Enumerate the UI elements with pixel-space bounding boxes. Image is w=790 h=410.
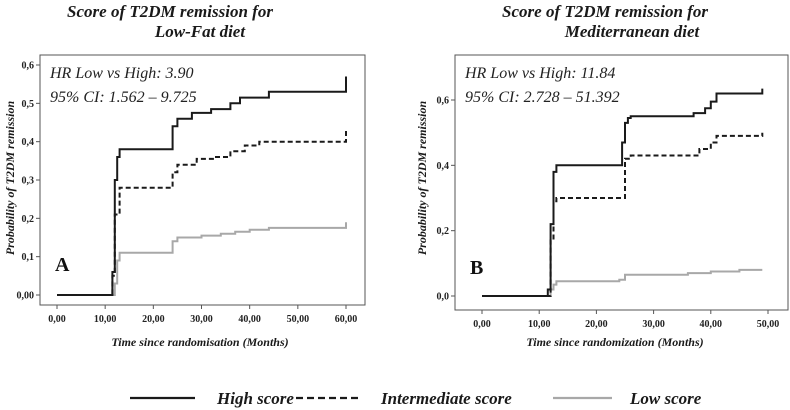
x-axis: 0,00 10,00 20,00 30,00 40,00 50,00 60,00 (48, 305, 357, 325)
y-tick-label: 0,4 (437, 161, 450, 172)
x-tick-label: 20,00 (142, 314, 165, 325)
x-tick-label: 60,00 (335, 314, 358, 325)
confidence-interval-annotation: 95% CI: 2.728 – 51.392 (465, 89, 620, 106)
y-axis-label: Probability of T2DM remission (415, 101, 429, 256)
plot-frame (454, 54, 789, 311)
panel-label: A (55, 254, 70, 276)
confidence-interval-annotation: 95% CI: 1.562 – 9.725 (50, 89, 197, 106)
legend-item-high-score: High score (130, 389, 294, 408)
chart-title-line-1: Score of T2DM remission for (67, 2, 273, 21)
x-tick-label: 30,00 (642, 319, 665, 330)
x-tick-label: 50,00 (287, 314, 310, 325)
hazard-ratio-annotation: HR Low vs High: 11.84 (464, 65, 615, 82)
series-line-high-score (482, 88, 764, 297)
x-axis-label: Time since randomisation (Months) (111, 335, 288, 349)
y-axis: 0,00 0,1 0,2 0,3 0,4 0,5 0,6 (17, 61, 40, 302)
y-tick-label: 0,6 (437, 96, 450, 107)
legend-item-intermediate-score: Intermediate score (296, 389, 512, 408)
y-tick-label: 0,00 (17, 291, 35, 302)
series-group (482, 88, 764, 297)
y-tick-label: 0,5 (22, 99, 35, 110)
chart-mediterranean-diet: Score of T2DM remission for Mediterranea… (415, 2, 789, 349)
x-axis: 0,00 10,00 20,00 30,00 40,00 50,00 (473, 310, 779, 330)
chart-low-fat-diet: Score of T2DM remission for Low-Fat diet… (3, 2, 366, 349)
legend-item-low-score: Low score (553, 389, 702, 408)
legend-label: Intermediate score (380, 389, 512, 408)
chart-title-line-1: Score of T2DM remission for (502, 2, 708, 21)
x-tick-label: 10,00 (528, 319, 551, 330)
chart-title-line-2: Mediterranean diet (564, 22, 701, 41)
series-line-low-score (482, 268, 763, 297)
legend-label: Low score (629, 389, 702, 408)
y-axis: 0,0 0,2 0,4 0,6 (437, 96, 455, 303)
hazard-ratio-annotation: HR Low vs High: 3.90 (49, 65, 194, 82)
y-tick-label: 0,6 (22, 61, 35, 72)
x-tick-label: 20,00 (585, 319, 608, 330)
y-tick-label: 0,2 (437, 226, 450, 237)
x-tick-label: 0,00 (473, 319, 491, 330)
y-tick-label: 0,4 (22, 137, 35, 148)
y-tick-label: 0,3 (22, 176, 35, 187)
series-line-high-score (57, 76, 347, 296)
legend-label: High score (216, 389, 294, 408)
y-tick-label: 0,1 (22, 252, 35, 263)
chart-title-line-2: Low-Fat diet (154, 22, 246, 41)
y-tick-label: 0,0 (437, 292, 450, 303)
series-line-low-score (57, 222, 347, 296)
y-tick-label: 0,2 (22, 214, 35, 225)
panel-label: B (470, 257, 483, 279)
x-tick-label: 50,00 (757, 319, 780, 330)
series-line-intermediate-score (57, 130, 347, 296)
legend: High score Intermediate score Low score (130, 389, 702, 408)
x-tick-label: 30,00 (190, 314, 213, 325)
x-tick-label: 10,00 (94, 314, 117, 325)
x-tick-label: 40,00 (700, 319, 723, 330)
y-axis-label: Probability of T2DM remission (3, 101, 17, 256)
x-tick-label: 0,00 (48, 314, 66, 325)
x-tick-label: 40,00 (238, 314, 261, 325)
x-axis-label: Time since randomization (Months) (526, 335, 703, 349)
series-group (57, 76, 347, 296)
